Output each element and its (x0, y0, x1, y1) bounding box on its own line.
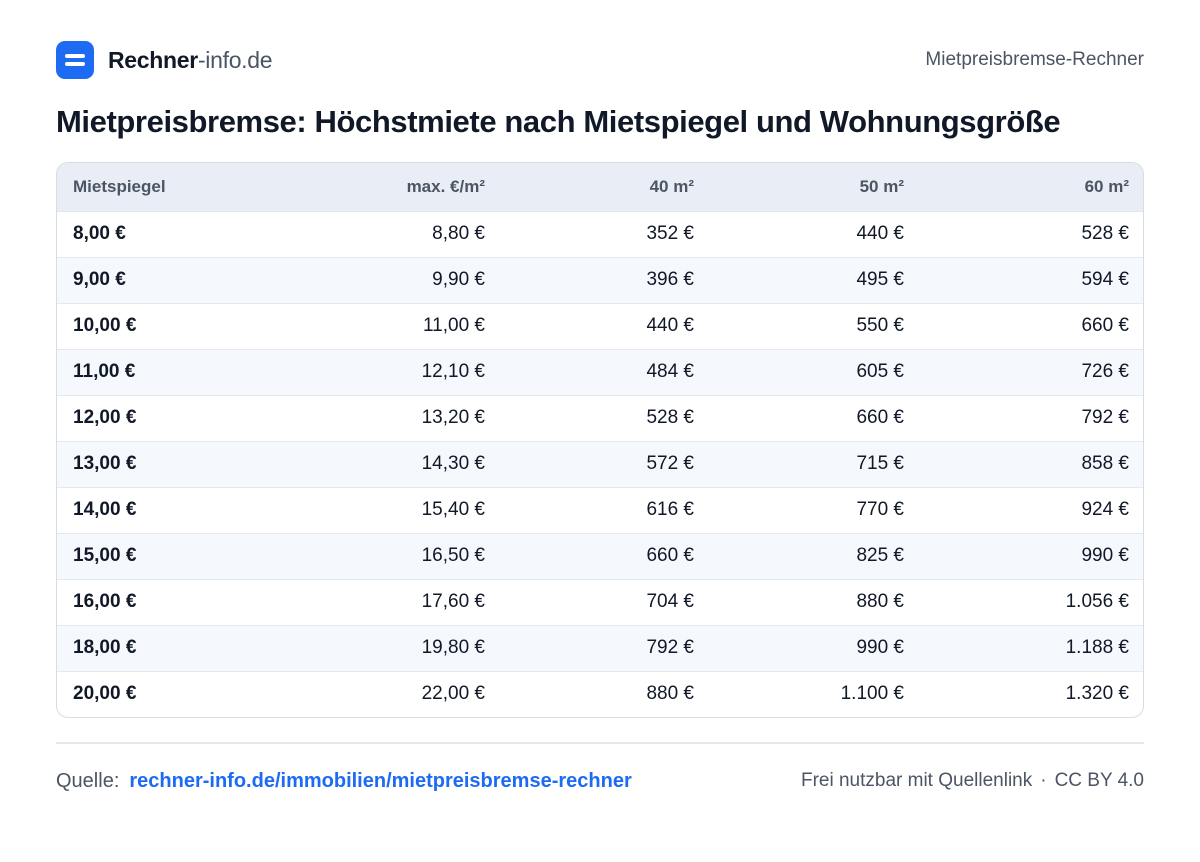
table-cell: 792 € (646, 637, 694, 658)
row-label-cell: 16,00 € (73, 591, 137, 612)
table-cell: 9,90 € (432, 269, 485, 290)
table-cell: 11,00 € (423, 315, 485, 336)
table-cell: 1.100 € (840, 683, 904, 705)
column-header-max-per-sqm: max. €/m² (406, 176, 485, 196)
table-cell: 858 € (1081, 453, 1129, 474)
table-row: 9,00 € 9,90 € 396 € 495 € 594 € (57, 257, 1143, 303)
table-cell: 990 € (856, 637, 904, 658)
row-label-cell: 20,00 € (73, 683, 137, 705)
table-cell: 660 € (1081, 315, 1129, 336)
row-label-cell: 12,00 € (73, 407, 137, 428)
table-header-row: Mietspiegel max. €/m² 40 m² 50 m² 60 m² (57, 163, 1143, 211)
table-cell: 704 € (646, 591, 694, 612)
table-cell: 924 € (1081, 499, 1129, 520)
source: Quelle: rechner-info.de/immobilien/mietp… (56, 770, 632, 793)
table-cell: 660 € (646, 545, 694, 566)
table-cell: 12,10 € (421, 361, 485, 382)
footer-divider (56, 742, 1144, 744)
table-cell: 616 € (646, 499, 694, 520)
table-cell: 15,40 € (421, 499, 485, 520)
row-label-cell: 11,00 € (73, 361, 136, 382)
table-cell: 528 € (646, 407, 694, 428)
table-cell: 14,30 € (421, 453, 485, 474)
page-label: Mietpreisbremse-Rechner (925, 49, 1144, 70)
rent-table-container: Mietspiegel max. €/m² 40 m² 50 m² 60 m² … (56, 162, 1144, 718)
table-cell: 22,00 € (421, 683, 485, 705)
table-cell: 880 € (646, 683, 694, 705)
table-row: 16,00 € 17,60 € 704 € 880 € 1.056 € (57, 579, 1143, 625)
table-row: 10,00 € 11,00 € 440 € 550 € 660 € (57, 303, 1143, 349)
table-cell: 1.056 € (1065, 591, 1129, 612)
row-label-cell: 15,00 € (73, 545, 137, 566)
table-cell: 352 € (646, 223, 694, 244)
brand-domain: -info.de (197, 46, 273, 73)
rent-table: Mietspiegel max. €/m² 40 m² 50 m² 60 m² … (57, 163, 1143, 717)
column-header-60-sqm: 60 m² (1084, 176, 1129, 196)
brand-name: Rechner (108, 46, 198, 73)
table-cell: 880 € (856, 591, 904, 612)
table-cell: 440 € (646, 315, 694, 336)
table-cell: 715 € (856, 453, 904, 474)
row-label-cell: 13,00 € (73, 453, 137, 474)
row-label-cell: 18,00 € (73, 637, 137, 658)
table-cell: 8,80 € (432, 223, 485, 244)
table-cell: 495 € (856, 269, 904, 290)
row-label-cell: 14,00 € (73, 499, 137, 520)
table-row: 20,00 € 22,00 € 880 € 1.100 € 1.320 € (57, 671, 1143, 717)
table-cell: 16,50 € (421, 545, 485, 566)
table-cell: 13,20 € (421, 407, 485, 428)
table-cell: 792 € (1081, 407, 1129, 428)
separator: · (1040, 770, 1047, 791)
table-cell: 770 € (856, 499, 904, 520)
column-header-mietspiegel: Mietspiegel (73, 176, 166, 196)
table-cell: 396 € (646, 269, 694, 290)
table-cell: 726 € (1081, 361, 1129, 382)
table-row: 11,00 € 12,10 € 484 € 605 € 726 € (57, 349, 1143, 395)
table-cell: 1.188 € (1065, 637, 1129, 658)
column-header-40-sqm: 40 m² (649, 176, 694, 196)
table-row: 13,00 € 14,30 € 572 € 715 € 858 € (57, 441, 1143, 487)
license-text: CC BY 4.0 (1054, 770, 1144, 791)
table-row: 14,00 € 15,40 € 616 € 770 € 924 € (57, 487, 1143, 533)
source-label: Quelle: (56, 769, 120, 792)
page-title: Mietpreisbremse: Höchstmiete nach Mietsp… (56, 104, 1061, 139)
table-row: 8,00 € 8,80 € 352 € 440 € 528 € (57, 211, 1143, 257)
table-cell: 990 € (1081, 545, 1129, 566)
table-cell: 660 € (856, 407, 904, 428)
brand[interactable]: Rechner -info.de (56, 41, 273, 79)
row-label-cell: 9,00 € (73, 269, 126, 290)
footer: Quelle: rechner-info.de/immobilien/mietp… (56, 766, 1144, 796)
table-cell: 605 € (856, 361, 904, 382)
table-cell: 19,80 € (421, 637, 485, 658)
table-cell: 1.320 € (1065, 683, 1129, 705)
source-link[interactable]: rechner-info.de/immobilien/mietpreisbrem… (129, 769, 632, 792)
table-cell: 825 € (856, 545, 904, 566)
column-header-50-sqm: 50 m² (859, 176, 904, 196)
table-cell: 594 € (1081, 269, 1129, 290)
table-cell: 528 € (1081, 223, 1129, 244)
table-cell: 484 € (646, 361, 694, 382)
table-row: 18,00 € 19,80 € 792 € 990 € 1.188 € (57, 625, 1143, 671)
table-body: 8,00 € 8,80 € 352 € 440 € 528 € 9,00 € 9,90 € 3… (57, 211, 1143, 717)
table-cell: 572 € (646, 453, 694, 474)
usage-text: Frei nutzbar mit Quellenlink (800, 770, 1033, 791)
header: Rechner -info.de Mietpreisbremse-Rechner (56, 40, 1144, 80)
table-row: 15,00 € 16,50 € 660 € 825 € 990 € (57, 533, 1143, 579)
row-label-cell: 10,00 € (73, 315, 137, 336)
license-info: Frei nutzbar mit Quellenlink · CC BY 4.0 (801, 770, 1144, 792)
table-row: 12,00 € 13,20 € 528 € 660 € 792 € (57, 395, 1143, 441)
table-cell: 550 € (856, 315, 904, 336)
row-label-cell: 8,00 € (73, 223, 126, 244)
equals-icon (56, 41, 94, 79)
table-cell: 440 € (856, 223, 904, 244)
table-cell: 17,60 € (421, 591, 485, 612)
